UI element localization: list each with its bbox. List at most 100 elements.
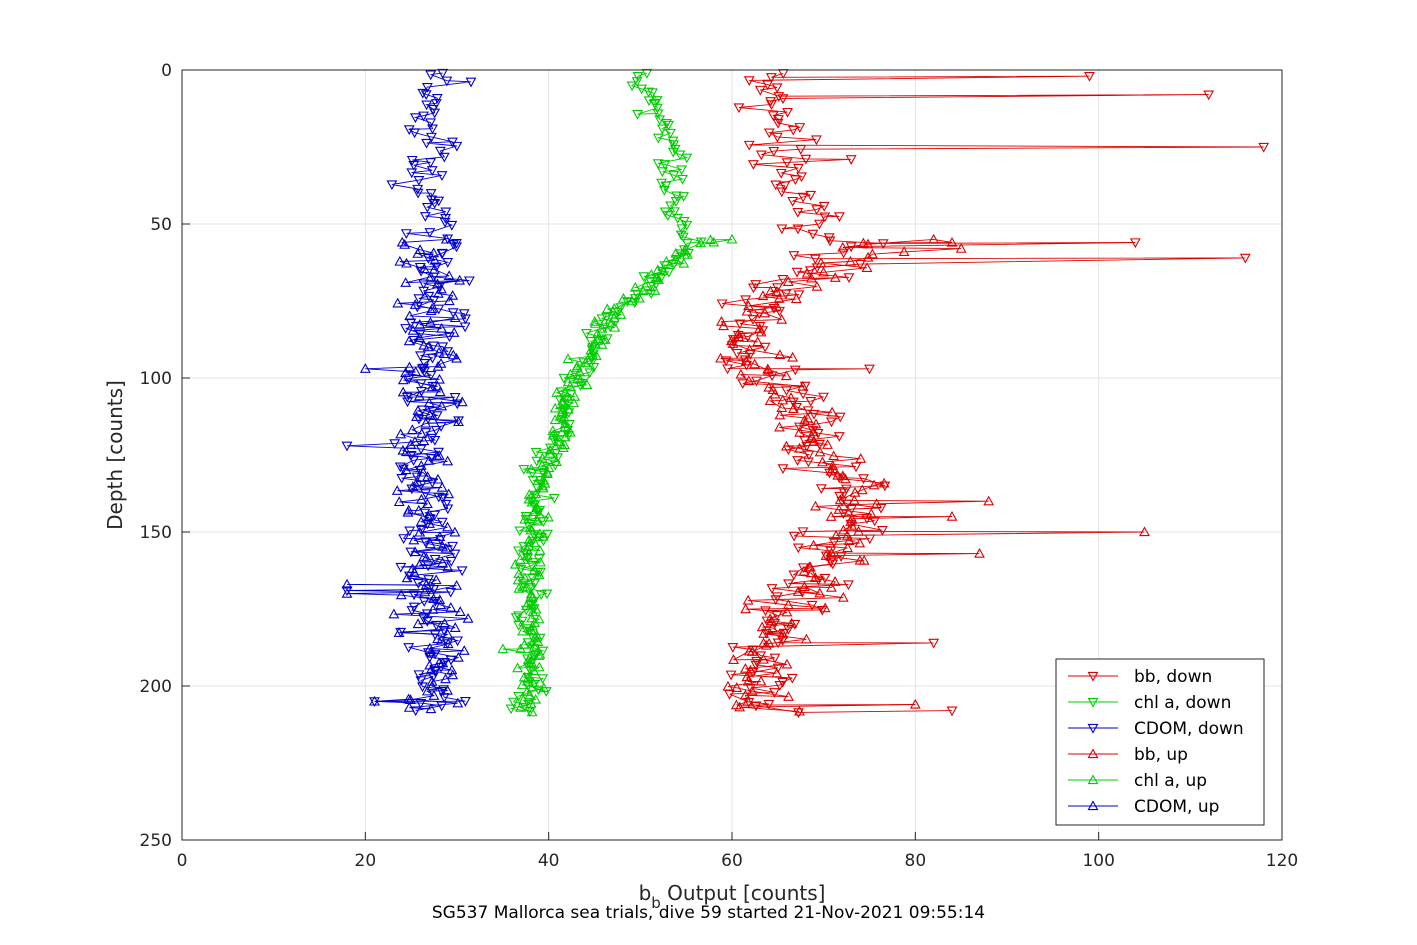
data-point bbox=[524, 521, 536, 532]
data-point bbox=[629, 281, 641, 292]
data-point bbox=[442, 684, 453, 695]
data-point bbox=[497, 643, 509, 654]
data-point bbox=[436, 322, 448, 333]
data-point bbox=[432, 360, 444, 371]
data-point bbox=[428, 690, 440, 700]
data-point bbox=[833, 504, 845, 514]
data-point bbox=[431, 94, 443, 104]
data-point bbox=[428, 263, 440, 274]
data-point bbox=[565, 368, 576, 379]
legend-entry: CDOM, down bbox=[1068, 719, 1244, 739]
data-point bbox=[1139, 526, 1150, 537]
data-point bbox=[838, 524, 849, 535]
legend-label: chl a, up bbox=[1134, 771, 1207, 791]
data-point bbox=[564, 426, 576, 437]
data-point bbox=[424, 409, 436, 419]
data-point bbox=[400, 229, 412, 239]
data-point bbox=[744, 664, 756, 675]
data-point bbox=[427, 353, 438, 364]
data-point bbox=[438, 348, 450, 359]
data-point bbox=[715, 352, 726, 363]
data-point bbox=[842, 542, 853, 553]
data-point bbox=[425, 371, 437, 381]
data-point bbox=[797, 563, 809, 574]
data-point bbox=[432, 473, 444, 484]
data-point bbox=[435, 634, 447, 645]
data-point bbox=[451, 238, 462, 249]
data-point bbox=[775, 168, 787, 179]
data-point bbox=[681, 239, 693, 249]
data-point bbox=[574, 366, 586, 377]
data-point bbox=[426, 195, 438, 206]
data-point bbox=[452, 697, 464, 708]
data-point bbox=[434, 531, 446, 541]
data-point bbox=[405, 694, 416, 704]
data-point bbox=[406, 155, 418, 166]
data-point bbox=[525, 656, 537, 667]
data-point bbox=[1084, 72, 1095, 82]
data-point bbox=[530, 447, 542, 458]
data-point bbox=[585, 349, 597, 360]
data-point bbox=[508, 697, 519, 708]
data-point bbox=[518, 464, 530, 475]
data-point bbox=[341, 586, 353, 597]
data-point bbox=[834, 491, 846, 502]
data-point bbox=[813, 575, 824, 586]
data-point bbox=[454, 606, 466, 616]
data-point bbox=[544, 447, 555, 458]
data-point bbox=[424, 228, 436, 238]
data-point bbox=[656, 124, 668, 135]
data-point bbox=[407, 481, 419, 491]
data-point bbox=[825, 465, 837, 476]
data-point bbox=[675, 230, 687, 241]
data-point bbox=[418, 286, 430, 297]
data-point bbox=[806, 600, 818, 611]
data-point bbox=[855, 453, 867, 463]
data-point bbox=[805, 397, 817, 407]
data-point bbox=[436, 517, 448, 528]
data-point bbox=[781, 606, 793, 617]
data-point bbox=[771, 667, 783, 678]
legend-label: chl a, down bbox=[1134, 693, 1231, 713]
series-chl-a-up bbox=[497, 233, 738, 717]
data-point bbox=[868, 479, 880, 490]
data-point bbox=[740, 295, 752, 306]
data-point bbox=[772, 663, 784, 674]
data-point bbox=[832, 469, 844, 480]
data-point bbox=[422, 648, 434, 659]
data-point bbox=[422, 471, 433, 481]
data-point bbox=[777, 394, 789, 405]
data-point bbox=[779, 181, 791, 192]
data-point bbox=[670, 254, 682, 264]
data-point bbox=[983, 495, 995, 506]
data-point bbox=[652, 109, 664, 120]
data-point bbox=[442, 455, 454, 466]
data-point bbox=[839, 473, 851, 484]
data-point bbox=[601, 334, 613, 345]
data-point bbox=[1258, 142, 1270, 153]
data-point bbox=[742, 594, 754, 605]
data-point bbox=[818, 201, 830, 212]
data-point bbox=[440, 233, 452, 244]
data-point bbox=[772, 283, 783, 294]
data-point bbox=[369, 695, 380, 706]
data-point bbox=[525, 598, 537, 609]
data-point bbox=[637, 285, 649, 296]
data-point bbox=[765, 97, 776, 107]
data-point bbox=[524, 689, 536, 700]
data-point bbox=[389, 439, 401, 450]
y-tick-label: 0 bbox=[161, 61, 172, 81]
data-point bbox=[659, 261, 671, 272]
data-point bbox=[414, 526, 426, 537]
data-point bbox=[763, 699, 775, 710]
data-point bbox=[527, 676, 539, 687]
data-point bbox=[562, 353, 574, 364]
data-point bbox=[854, 537, 866, 548]
x-axis-label-subscript: b bbox=[651, 894, 661, 912]
data-point bbox=[572, 373, 584, 383]
data-point bbox=[386, 180, 398, 191]
data-point bbox=[787, 125, 799, 136]
data-point bbox=[395, 562, 407, 573]
y-tick-label: 150 bbox=[140, 523, 172, 543]
legend-entry: bb, up bbox=[1068, 745, 1188, 765]
